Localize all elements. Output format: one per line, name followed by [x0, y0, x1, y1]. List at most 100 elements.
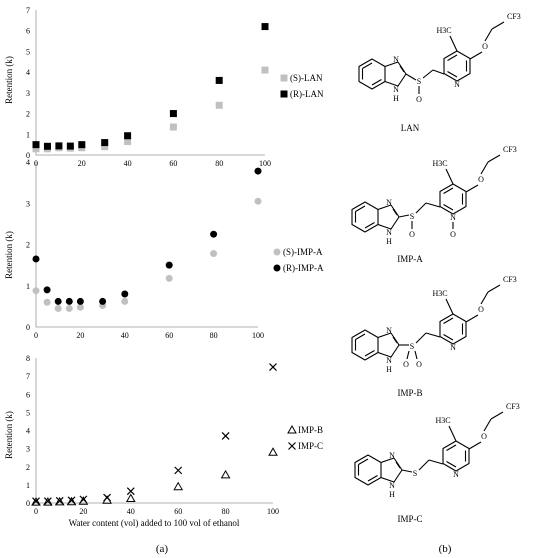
x-tick-label: 100	[252, 331, 264, 340]
y-tick-label: 4	[26, 158, 30, 167]
chart-imp-a-marks	[32, 167, 262, 312]
y-tick-label: 5	[26, 408, 30, 417]
data-point	[124, 132, 132, 140]
chart-imp-a-legend: (S)-IMP-A (R)-IMP-A	[273, 247, 324, 273]
imp-b-atom-ch3: H3C	[432, 289, 447, 298]
data-point	[173, 481, 184, 491]
x-tick-label: 0	[34, 331, 38, 340]
x-tick-label: 80	[210, 331, 218, 340]
chart-lan-marks	[32, 23, 269, 153]
data-point	[65, 297, 73, 305]
chart-lan-axes	[35, 10, 265, 156]
imp-b-atom-cf3: CF3	[503, 275, 517, 284]
data-point	[174, 466, 183, 475]
chart-imp-a-axes	[35, 162, 258, 328]
imp-a-atom-o-ether: O	[478, 175, 484, 184]
imp-a-atom-n-oxide: O	[450, 230, 456, 239]
data-point	[76, 303, 84, 311]
x-tick-label: 60	[169, 159, 177, 168]
legend-label: (S)-LAN	[290, 73, 323, 83]
lan-atom-cf3: CF3	[507, 12, 521, 21]
data-point	[215, 76, 223, 84]
data-point	[43, 286, 51, 294]
data-point	[32, 497, 40, 506]
data-point	[269, 363, 277, 371]
legend-marker	[280, 74, 288, 82]
lan-atom-n: N	[393, 55, 399, 64]
legend-marker	[273, 248, 281, 256]
chart-imp-bc-xlabel: Water content (vol) added to 100 vol of …	[69, 518, 240, 528]
data-point	[169, 110, 177, 118]
y-tick-label: 0	[26, 323, 30, 332]
imp-a-atom-n: N	[386, 198, 392, 207]
data-point	[121, 290, 129, 298]
imp-c-atom-cf3: CF3	[506, 402, 520, 411]
data-point	[124, 138, 132, 146]
lan-atom-ch3: H3C	[436, 26, 451, 35]
chart-imp-bc-ylabel: Retention (k)	[4, 411, 14, 459]
x-tick-label: 80	[215, 159, 223, 168]
structure-imp-b-label: IMP-B	[397, 388, 422, 398]
y-tick-label: 5	[26, 47, 30, 56]
data-point	[121, 297, 129, 305]
legend-label: (S)-IMP-A	[283, 247, 323, 257]
data-point	[101, 139, 109, 147]
data-point	[43, 298, 51, 306]
data-point	[254, 197, 262, 205]
data-point	[261, 66, 269, 74]
data-point	[54, 297, 62, 305]
data-point	[43, 497, 52, 506]
imp-b-atom-s: S	[410, 342, 414, 351]
y-tick-label: 2	[26, 110, 30, 119]
imp-a-atom-s: S	[410, 212, 414, 221]
x-tick-label: 40	[121, 331, 129, 340]
y-tick-label: 1	[26, 481, 30, 490]
data-point	[165, 274, 173, 282]
y-tick-label: 1	[26, 130, 30, 139]
data-point	[32, 145, 40, 153]
panel-label-b: (b)	[439, 543, 452, 555]
data-point	[54, 496, 65, 506]
y-tick-label: 3	[26, 199, 30, 208]
y-tick-label: 3	[26, 89, 30, 98]
x-tick-label: 60	[174, 507, 182, 516]
y-tick-label: 3	[26, 445, 30, 454]
data-point	[78, 141, 86, 149]
lan-atom-pyr-n: N	[454, 80, 460, 89]
x-tick-label: 60	[165, 331, 173, 340]
structure-imp-a-label: IMP-A	[397, 254, 423, 264]
data-point	[254, 167, 262, 175]
y-tick-label: 8	[26, 354, 30, 363]
y-tick-label: 6	[26, 27, 30, 36]
x-tick-label: 100	[267, 507, 279, 516]
x-tick-label: 40	[127, 507, 135, 516]
data-point	[66, 496, 77, 506]
y-tick-label: 4	[26, 427, 30, 436]
x-tick-label: 0	[34, 507, 38, 516]
x-tick-label: 20	[78, 159, 86, 168]
data-point	[55, 496, 64, 505]
data-point	[43, 142, 51, 150]
imp-a-atom-pyr-n: N	[450, 213, 456, 222]
x-tick-label: 100	[259, 159, 271, 168]
legend-marker	[280, 90, 288, 98]
legend-marker	[287, 424, 297, 434]
data-point	[32, 287, 40, 295]
legend-label: IMP-C	[298, 441, 323, 451]
imp-b-atom-n: N	[386, 326, 392, 335]
y-tick-label: 2	[26, 241, 30, 250]
data-point	[54, 304, 62, 312]
data-point	[76, 297, 84, 305]
chart-imp-bc-legend: IMP-B IMP-C	[287, 424, 323, 451]
imp-c-atom-nh-n: N	[389, 481, 395, 490]
structure-imp-c: N N H S H3C N O CF3	[354, 402, 520, 499]
chart-imp-a-ylabel: Retention (k)	[4, 231, 14, 279]
chart-lan-legend: (S)-LAN (R)-LAN	[280, 73, 324, 99]
imp-a-atom-ch3: H3C	[432, 159, 447, 168]
imp-a-atom-o-sulfinyl: O	[409, 230, 415, 239]
imp-b-atom-pyr-n: N	[450, 343, 456, 352]
